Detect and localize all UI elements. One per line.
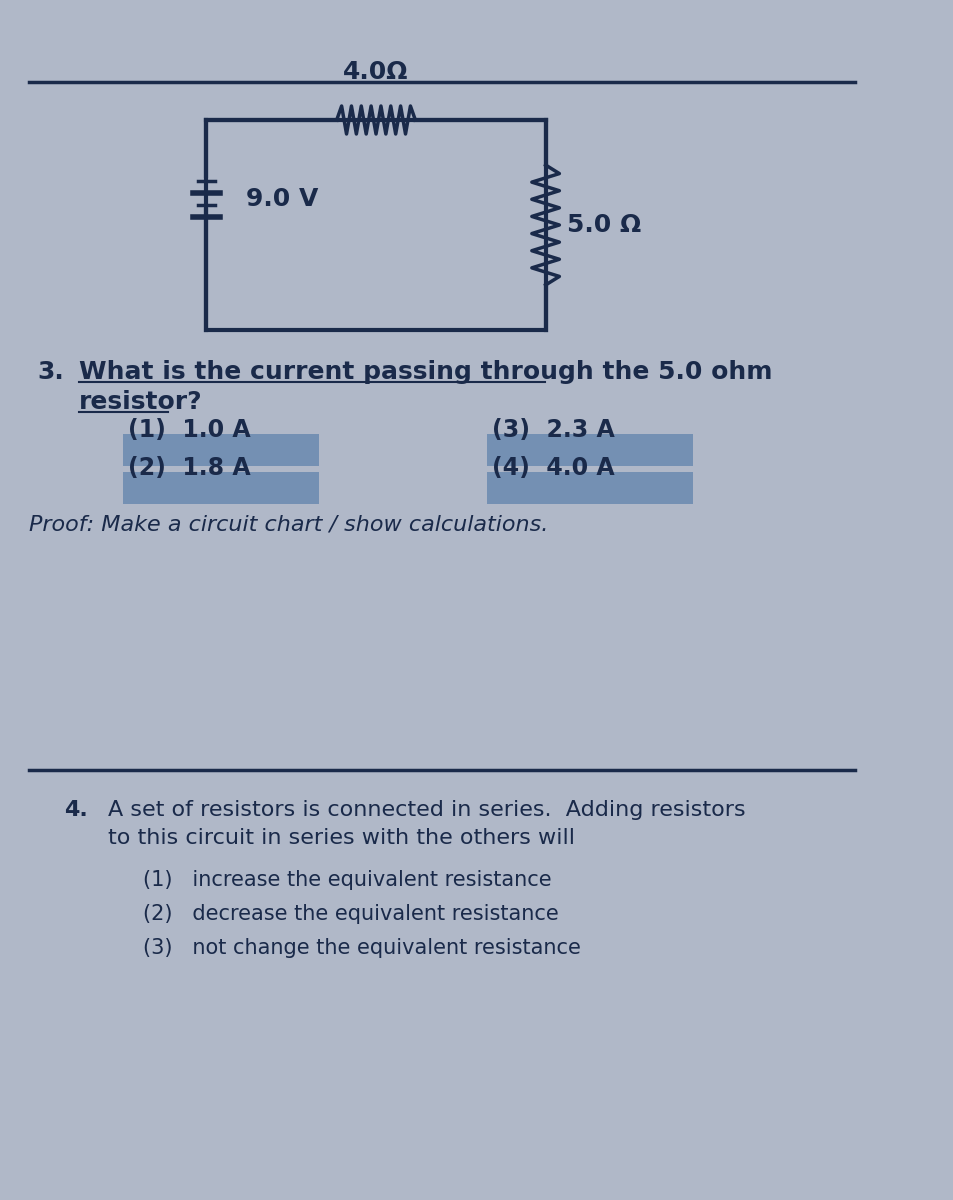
FancyBboxPatch shape [486,472,692,504]
Text: (4)  4.0 A: (4) 4.0 A [491,456,614,480]
Text: A set of resistors is connected in series.  Adding resistors: A set of resistors is connected in serie… [108,800,745,820]
Text: resistor?: resistor? [78,390,202,414]
Text: (1)  1.0 A: (1) 1.0 A [128,418,250,442]
Text: (3)  2.3 A: (3) 2.3 A [491,418,614,442]
FancyBboxPatch shape [486,434,692,466]
FancyBboxPatch shape [123,472,319,504]
Text: 4.0Ω: 4.0Ω [343,60,408,84]
FancyBboxPatch shape [123,434,319,466]
Text: 3.: 3. [37,360,64,384]
Text: 4.: 4. [64,800,88,820]
Text: Proof: Make a circuit chart / show calculations.: Proof: Make a circuit chart / show calcu… [30,515,548,535]
Text: (2)   decrease the equivalent resistance: (2) decrease the equivalent resistance [142,904,558,924]
Text: (1)   increase the equivalent resistance: (1) increase the equivalent resistance [142,870,551,890]
Text: 9.0 V: 9.0 V [246,187,317,211]
Text: to this circuit in series with the others will: to this circuit in series with the other… [108,828,575,848]
Text: (3)   not change the equivalent resistance: (3) not change the equivalent resistance [142,938,579,958]
Text: What is the current passing through the 5.0 ohm: What is the current passing through the … [78,360,771,384]
Text: (2)  1.8 A: (2) 1.8 A [128,456,250,480]
Text: 5.0 Ω: 5.0 Ω [567,214,640,236]
